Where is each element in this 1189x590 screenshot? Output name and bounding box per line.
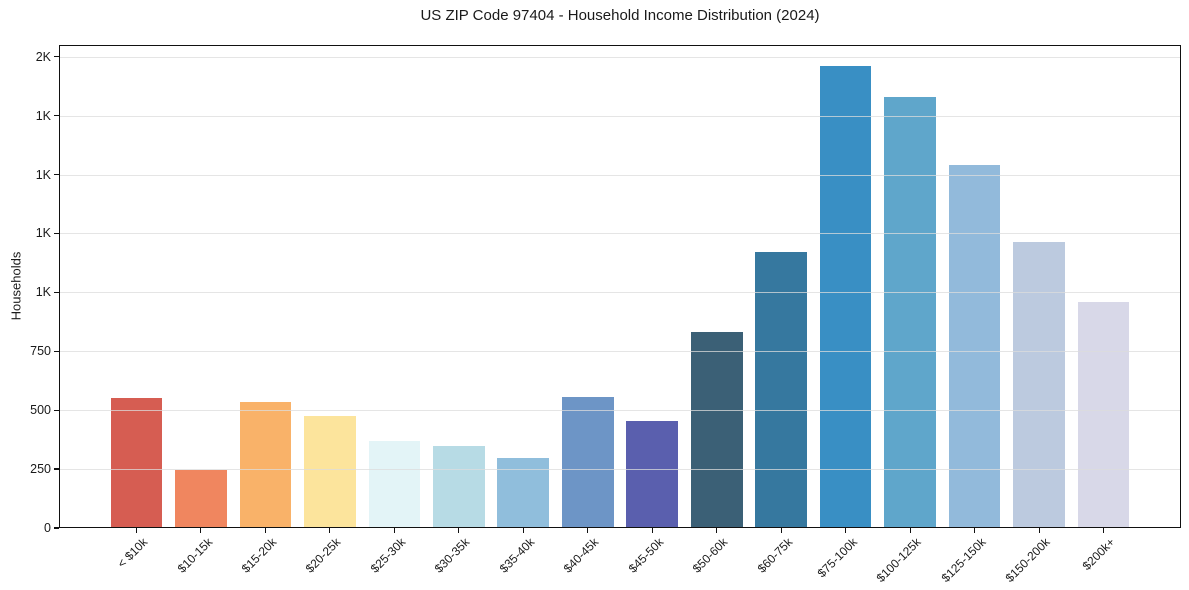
x-tick-label: $25-30k	[367, 535, 409, 576]
y-tick-mark	[54, 173, 59, 176]
y-axis-label: Households	[8, 251, 24, 321]
bar	[755, 252, 807, 528]
bar	[948, 165, 1001, 528]
y-tick-label: 2K	[35, 49, 51, 64]
gridline	[60, 351, 1180, 353]
x-tick-label: $10-15k	[174, 535, 215, 576]
x-tick-label: $45-50k	[625, 535, 667, 576]
y-tick-label: 1K	[35, 285, 51, 300]
bar	[626, 420, 679, 528]
x-tick-mark	[135, 528, 137, 533]
x-tick-label: $50-60k	[690, 535, 731, 576]
bar	[819, 66, 872, 528]
x-tick-mark	[909, 528, 911, 533]
x-tick-label: $30-35k	[432, 535, 473, 576]
gridline	[60, 56, 1180, 58]
y-tick-mark	[54, 232, 59, 235]
x-tick-mark	[587, 528, 589, 533]
y-tick-mark	[54, 409, 59, 411]
bar	[110, 398, 163, 528]
bar	[175, 470, 227, 528]
x-tick-label: $150-200k	[1003, 535, 1054, 586]
x-tick-mark	[651, 528, 653, 533]
bar	[884, 96, 936, 528]
y-tick-label: 1K	[35, 226, 51, 241]
bar	[561, 396, 614, 528]
y-tick-mark	[54, 115, 59, 117]
x-tick-mark	[522, 528, 524, 533]
y-tick-mark	[54, 56, 59, 58]
x-tick-mark	[393, 528, 395, 533]
x-tick-label: $75-100k	[814, 535, 860, 581]
x-tick-label: < $10k	[114, 535, 151, 571]
y-tick-label: 1K	[35, 108, 51, 123]
x-tick-mark	[974, 528, 976, 533]
x-tick-mark	[458, 528, 460, 533]
x-tick-label: $60-75k	[754, 535, 796, 576]
x-tick-label: $35-40k	[496, 535, 538, 576]
x-tick-label: $125-150k	[938, 535, 989, 586]
gridline	[60, 174, 1180, 176]
x-tick-mark	[845, 528, 847, 533]
bar	[368, 440, 421, 528]
x-tick-mark	[264, 528, 266, 533]
x-tick-label: $15-20k	[238, 535, 280, 576]
x-tick-mark	[1103, 528, 1105, 533]
x-tick-mark	[1038, 528, 1040, 533]
y-tick-mark	[54, 468, 59, 470]
y-tick-label: 250	[30, 462, 51, 477]
bar	[239, 401, 292, 528]
bar	[690, 332, 743, 528]
x-tick-label: $40-45k	[561, 535, 602, 576]
bar	[1013, 241, 1065, 528]
bar	[1077, 301, 1130, 528]
y-tick-mark	[54, 350, 59, 352]
gridline	[60, 233, 1180, 235]
y-tick-label: 0	[44, 521, 51, 535]
y-tick-label: 750	[30, 344, 51, 359]
chart-title: US ZIP Code 97404 - Household Income Dis…	[420, 7, 820, 24]
bar	[433, 445, 485, 528]
x-tick-mark	[329, 528, 331, 533]
x-tick-label: $20-25k	[303, 535, 344, 576]
gridline	[60, 469, 1180, 471]
gridline	[60, 292, 1180, 294]
x-tick-label: $100-125k	[874, 535, 925, 586]
x-tick-label: $200k+	[1079, 535, 1118, 573]
gridline	[60, 115, 1180, 117]
x-tick-mark	[780, 528, 782, 533]
y-tick-mark	[54, 291, 59, 293]
gridline	[60, 410, 1180, 412]
bar	[304, 416, 356, 528]
x-tick-mark	[200, 528, 202, 533]
y-tick-mark	[54, 527, 59, 529]
y-tick-label: 1K	[35, 167, 51, 182]
x-tick-mark	[716, 528, 718, 533]
y-tick-label: 500	[30, 403, 51, 418]
